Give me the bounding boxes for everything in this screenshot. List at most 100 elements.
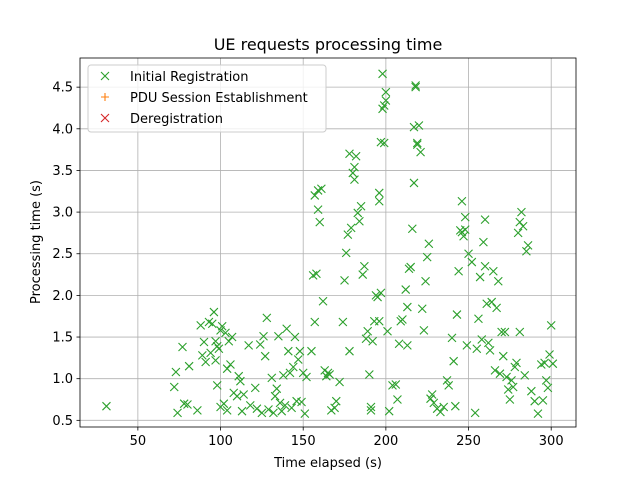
data-point	[518, 221, 528, 231]
data-point	[487, 297, 497, 307]
data-point	[232, 391, 242, 401]
data-point	[199, 337, 209, 347]
data-point	[237, 406, 247, 416]
data-point	[381, 96, 391, 105]
data-point	[376, 137, 386, 147]
data-point	[530, 396, 540, 406]
data-point	[184, 361, 194, 371]
data-point	[457, 196, 467, 206]
data-point	[244, 340, 254, 350]
data-point	[298, 368, 308, 378]
y-tick-label: 4.5	[52, 81, 73, 96]
data-point	[297, 397, 306, 407]
data-point	[207, 319, 217, 329]
data-point	[482, 299, 492, 309]
data-point	[356, 201, 366, 211]
data-point	[316, 184, 326, 194]
data-point	[226, 360, 235, 369]
data-point	[235, 376, 245, 386]
data-point	[439, 402, 449, 412]
data-point	[209, 307, 219, 317]
data-point	[543, 383, 553, 393]
data-point	[250, 383, 260, 393]
data-point	[348, 168, 358, 178]
x-tick-label: 100	[208, 434, 233, 449]
plot-frame	[79, 57, 577, 428]
data-point	[343, 230, 353, 239]
data-point	[505, 395, 515, 404]
data-point	[374, 196, 384, 206]
data-point	[351, 151, 361, 161]
data-point	[490, 365, 500, 375]
data-point	[388, 380, 397, 390]
data-point	[462, 340, 472, 350]
data-point	[507, 375, 516, 385]
data-point	[502, 372, 511, 382]
x-axis-label: Time elapsed (s)	[273, 456, 382, 471]
data-point	[427, 390, 437, 399]
data-point	[416, 147, 425, 157]
data-point	[523, 241, 533, 250]
data-point	[262, 313, 272, 323]
y-tick-label: 2.5	[52, 247, 73, 262]
data-point	[245, 400, 255, 410]
legend-label: Initial Registration	[130, 70, 249, 85]
data-point	[483, 338, 493, 348]
data-point	[412, 138, 422, 148]
data-point	[264, 405, 273, 414]
data-point	[522, 246, 531, 256]
data-point	[363, 326, 373, 336]
data-point	[492, 303, 502, 313]
data-point	[331, 396, 341, 406]
data-point	[398, 315, 407, 324]
data-point	[355, 216, 364, 226]
data-point	[183, 400, 192, 409]
data-point	[219, 399, 229, 409]
data-point	[477, 335, 487, 344]
data-point	[212, 380, 222, 390]
data-point	[178, 342, 187, 352]
data-point	[479, 237, 488, 247]
y-tick-label: 2.0	[52, 289, 73, 304]
data-point	[285, 368, 295, 378]
data-point	[407, 224, 417, 234]
data-point	[312, 269, 321, 279]
data-point	[409, 122, 419, 132]
data-point	[498, 351, 508, 361]
data-point	[508, 382, 518, 392]
data-point	[173, 408, 182, 418]
data-point	[374, 316, 384, 326]
data-point	[512, 358, 521, 368]
data-point	[307, 346, 316, 356]
y-tick-label: 3.0	[52, 206, 73, 221]
data-point	[211, 336, 220, 346]
data-point	[318, 296, 328, 306]
data-point	[381, 87, 391, 97]
data-point	[224, 336, 234, 346]
y-tick-label: 3.5	[52, 164, 73, 179]
data-point	[520, 370, 530, 380]
legend-marker	[101, 93, 109, 101]
data-point	[214, 344, 224, 354]
data-point	[402, 340, 412, 350]
data-point	[300, 409, 310, 419]
x-tick-label: 250	[456, 434, 481, 449]
legend-label: PDU Session Establishment	[130, 91, 308, 106]
data-point	[364, 370, 374, 379]
data-point	[345, 346, 354, 356]
data-point	[376, 288, 386, 298]
data-point	[526, 386, 536, 396]
data-point	[260, 351, 270, 361]
data-point	[394, 339, 404, 349]
data-point	[447, 333, 457, 343]
data-point	[212, 341, 222, 351]
data-point	[171, 367, 181, 377]
data-point	[255, 340, 265, 349]
data-point	[293, 355, 303, 364]
data-point	[345, 149, 354, 159]
data-point	[227, 332, 237, 342]
legend-marker	[100, 113, 110, 123]
data-point	[259, 331, 268, 341]
data-point	[517, 207, 526, 217]
data-point	[353, 208, 363, 218]
